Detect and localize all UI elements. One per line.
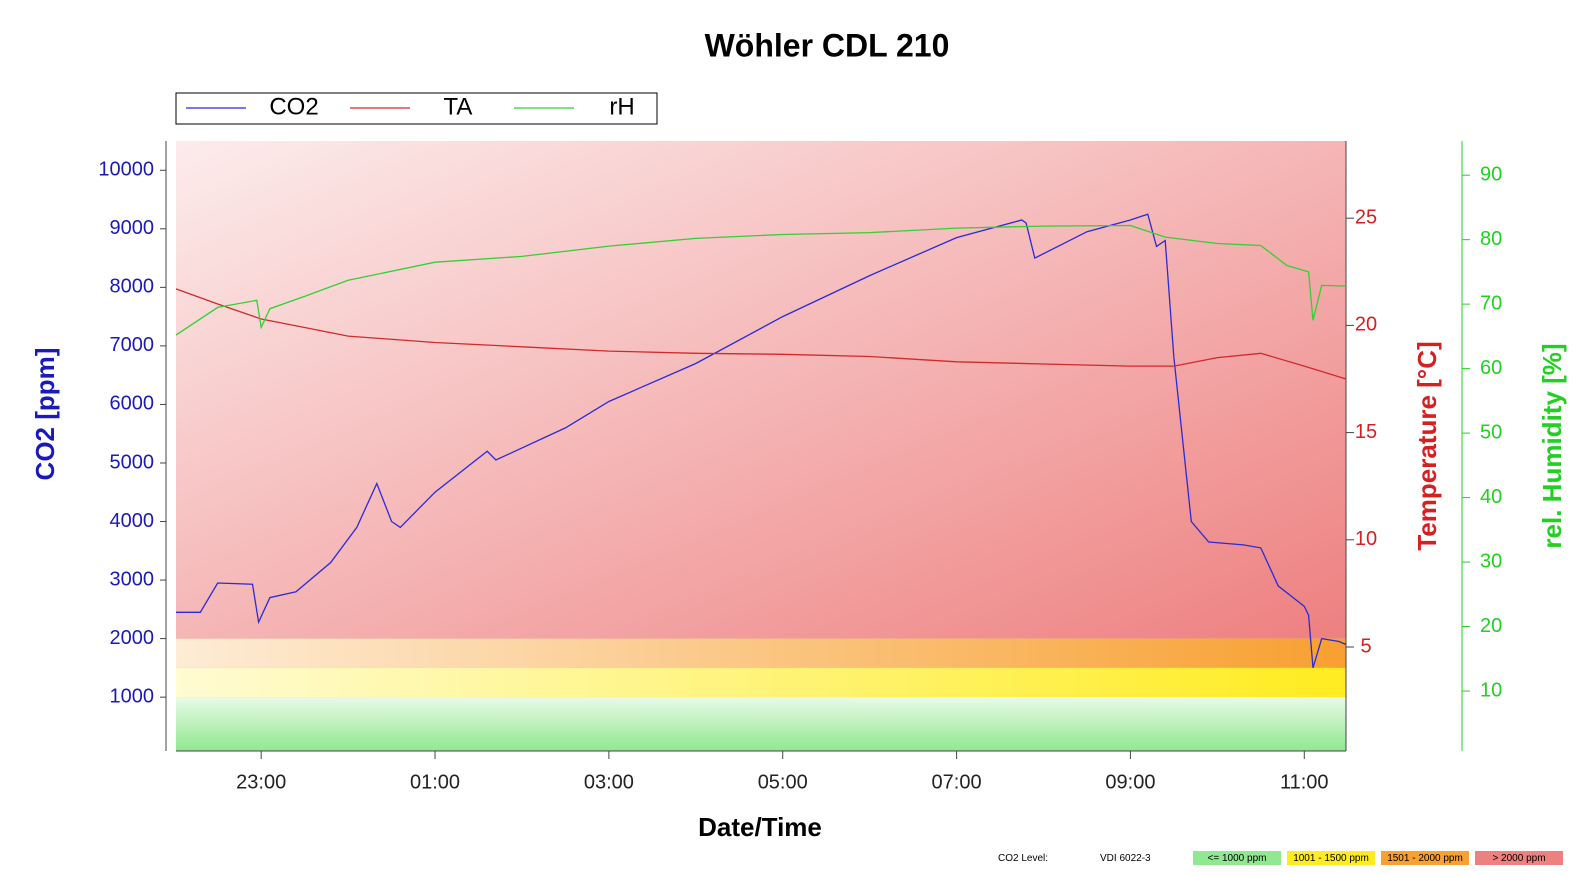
y-tick-label: 5000	[110, 451, 155, 473]
x-axis-title: Date/Time	[698, 812, 822, 842]
band-key	[1475, 851, 1563, 865]
y3-tick-label: 90	[1480, 163, 1502, 185]
chart-title: Wöhler CDL 210	[705, 27, 950, 63]
y-tick-label: 10000	[98, 159, 154, 181]
y2-tick-label: 10	[1355, 528, 1377, 550]
y3-tick-label: 80	[1480, 228, 1502, 250]
y-tick-label: 7000	[110, 334, 155, 356]
band-shade	[176, 697, 1346, 751]
y3-tick-label: 30	[1480, 550, 1502, 572]
y3-tick-label: 50	[1480, 421, 1502, 443]
y2-tick-label: 25	[1355, 206, 1377, 228]
series-line	[176, 213, 1347, 669]
legend-label: CO2	[269, 93, 318, 120]
y-axis-title: CO2 [ppm]	[30, 348, 60, 481]
x-tick-label: 05:00	[758, 771, 808, 793]
y-tick-label: 6000	[110, 393, 155, 415]
y3-tick-label: 10	[1480, 679, 1502, 701]
band-key-label: 1001 - 1500 ppm	[1293, 853, 1369, 864]
band-key	[1287, 851, 1375, 865]
y-tick-label: 3000	[110, 568, 155, 590]
y3-tick-label: 20	[1480, 615, 1502, 637]
band-key-label: <= 1000 ppm	[1208, 853, 1267, 864]
y-tick-label: 2000	[110, 627, 155, 649]
x-tick-label: 23:00	[236, 771, 286, 793]
band-shade	[176, 667, 1346, 698]
x-tick-label: 11:00	[1280, 771, 1329, 793]
y2-tick-label: 15	[1355, 421, 1377, 443]
y-tick-label: 8000	[110, 276, 155, 298]
bands-title: CO2 Level:	[998, 853, 1048, 864]
band-key-label: > 2000 ppm	[1492, 853, 1545, 864]
x-tick-label: 07:00	[932, 771, 982, 793]
x-tick-label: 09:00	[1105, 771, 1155, 793]
y2-tick-label: 20	[1355, 314, 1377, 336]
y2-tick-label: 5	[1360, 635, 1371, 657]
bands-standard: VDI 6022-3	[1100, 853, 1151, 864]
band-shade	[176, 638, 1346, 668]
y-tick-label: 4000	[110, 510, 155, 532]
x-tick-label: 03:00	[584, 771, 634, 793]
band-shade	[176, 141, 1346, 639]
x-tick-label: 01:00	[410, 771, 460, 793]
legend-box	[175, 92, 658, 125]
y3-axis-title: rel. Humidity [%]	[1537, 343, 1567, 548]
series-line	[175, 224, 1347, 336]
y-tick-label: 1000	[110, 685, 155, 707]
y3-tick-label: 40	[1480, 486, 1502, 508]
y3-tick-label: 60	[1480, 357, 1502, 379]
band-key	[1381, 851, 1469, 865]
y2-axis-title: Temperature [°C]	[1412, 341, 1442, 550]
legend-label: rH	[609, 93, 634, 120]
y-tick-label: 9000	[110, 217, 155, 239]
legend-label: TA	[444, 93, 473, 120]
y3-tick-label: 70	[1480, 292, 1502, 314]
series-line	[175, 288, 1347, 380]
band-key	[1193, 851, 1281, 865]
band-key-label: 1501 - 2000 ppm	[1387, 853, 1463, 864]
